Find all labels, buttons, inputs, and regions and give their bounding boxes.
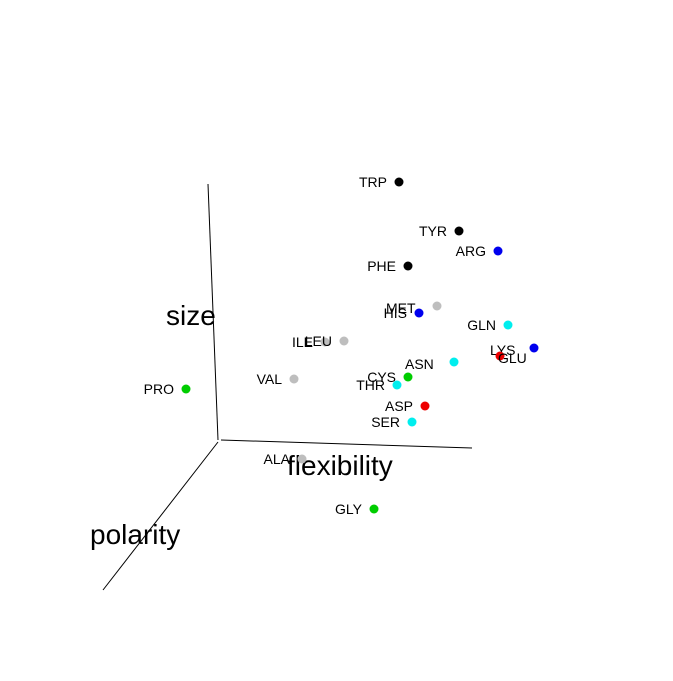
point-label: LEU [305,333,332,349]
point-marker [181,384,191,394]
point-label: PRO [144,381,174,397]
point-gln: GLN [467,317,513,333]
size-axis-line [207,183,219,441]
point-arg: ARG [456,243,503,259]
point-marker [403,261,413,271]
point-marker [495,351,505,361]
point-asn: ASN [405,356,459,372]
point-phe: PHE [367,258,413,274]
point-label: ASN [405,356,434,372]
point-marker [403,372,413,382]
point-marker [432,301,442,311]
point-marker [414,308,424,318]
point-leu: LEU [305,333,349,349]
point-marker [454,226,464,236]
point-pro: PRO [144,381,191,397]
point-label: TRP [359,174,387,190]
flexibility-axis-title: flexibility [287,450,393,481]
point-marker [493,246,503,256]
point-marker [503,320,513,330]
point-trp: TRP [359,174,404,190]
flexibility-axis-line [220,439,473,449]
point-label: ALA [264,451,291,467]
point-label: SER [371,414,400,430]
point-marker [320,337,330,347]
point-tyr: TYR [419,223,464,239]
point-label: HIS [384,305,407,321]
point-marker [392,380,402,390]
point-gly: GLY [335,501,379,517]
point-val: VAL [257,371,299,387]
point-met: MET [386,300,442,316]
point-marker [297,454,307,464]
point-ala: ALA [264,451,307,467]
point-label: GLU [498,350,527,366]
point-label: MET [386,300,416,316]
point-marker [369,504,379,514]
point-marker [394,177,404,187]
size-axis-title: size [166,300,216,331]
point-label: VAL [257,371,283,387]
point-glu: GLU [495,350,527,366]
point-label: PHE [367,258,396,274]
point-marker [449,357,459,367]
point-label: ASP [385,398,413,414]
polarity-axis-line [102,441,219,591]
point-label: TYR [419,223,447,239]
point-asp: ASP [385,398,430,414]
point-label: CYS [367,369,396,385]
point-marker [339,336,349,346]
axes: size flexibility polarity [90,183,473,591]
point-ile: ILE [292,334,330,350]
point-label: GLY [335,501,363,517]
point-marker [407,417,417,427]
point-marker [529,343,539,353]
point-label: ILE [292,334,313,350]
polarity-axis-title: polarity [90,519,180,550]
point-thr: THR [356,377,402,393]
point-label: ARG [456,243,486,259]
point-his: HIS [384,305,424,321]
point-label: GLN [467,317,496,333]
point-cys: CYS [367,369,413,385]
point-marker [289,374,299,384]
point-marker [420,401,430,411]
point-label: THR [356,377,385,393]
point-ser: SER [371,414,417,430]
